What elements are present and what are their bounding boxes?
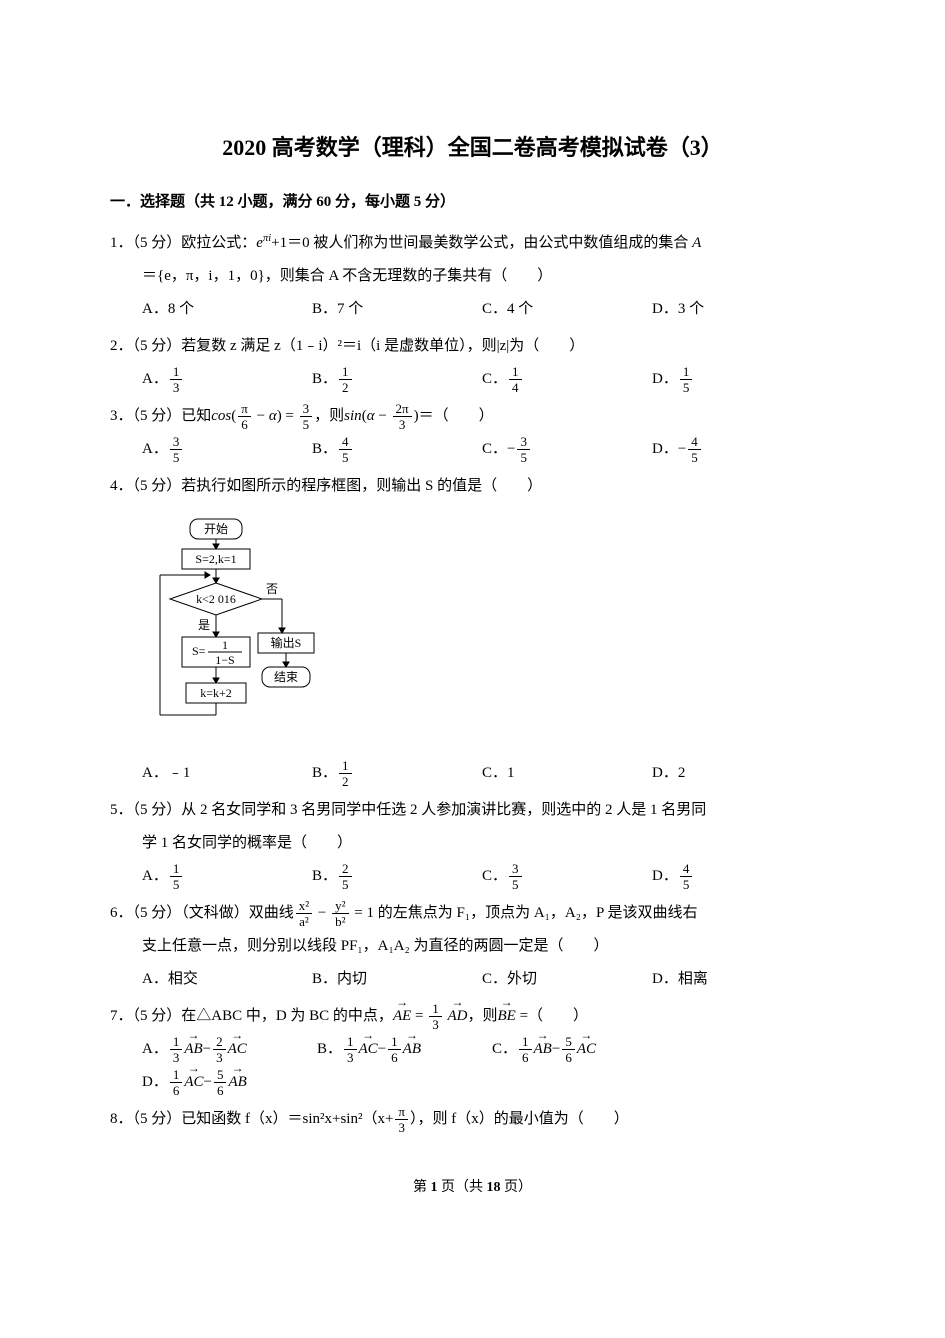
q8-stem: 8．（5 分）已知函数 f（x）＝sin²x+sin²（x+π3），则 f（x）… [110, 1103, 835, 1136]
flowchart-svg: 开始 S=2,k=1 k<2 016 是 [150, 515, 345, 745]
q6-stem-cont: 支上任意一点，则分别以线段 PF₁，A₁A₂ 为直径的两圆一定是（ ） [142, 930, 835, 963]
q2-option-b: B．12 [312, 363, 482, 396]
q3-option-a: A．35 [142, 433, 312, 466]
svg-text:结束: 结束 [274, 670, 298, 684]
q1-text-a: 1．（5 分）欧拉公式： [110, 235, 256, 251]
question-5: 5．（5 分）从 2 名女同学和 3 名男同学中任选 2 人参加演讲比赛，则选中… [110, 794, 835, 893]
svg-text:开始: 开始 [204, 522, 228, 536]
q4-option-a: A．﹣1 [142, 757, 312, 790]
q3-options: A．35 B．45 C．−35 D．−45 [142, 433, 835, 466]
q4-options: A．﹣1 B．12 C．1 D．2 [142, 757, 835, 790]
q4-stem: 4．（5 分）若执行如图所示的程序框图，则输出 S 的值是（ ） [110, 470, 835, 503]
q5-options: A．15 B．25 C．35 D．45 [142, 860, 835, 893]
flowchart-figure: 开始 S=2,k=1 k<2 016 是 [150, 515, 350, 745]
q1-option-d: D．3 个 [652, 293, 822, 326]
q5-stem: 5．（5 分）从 2 名女同学和 3 名男同学中任选 2 人参加演讲比赛，则选中… [110, 794, 835, 827]
q6-option-a: A．相交 [142, 963, 312, 996]
svg-text:S=2,k=1: S=2,k=1 [195, 552, 236, 566]
question-1: 1．（5 分）欧拉公式：eπi+1＝0 被人们称为世间最美数学公式，由公式中数值… [110, 227, 835, 326]
svg-text:S=: S= [192, 644, 206, 658]
q7-option-d: D．16 AC − 56 AB [142, 1066, 317, 1099]
q1-stem: 1．（5 分）欧拉公式：eπi+1＝0 被人们称为世间最美数学公式，由公式中数值… [110, 227, 835, 260]
q2-option-c: C．14 [482, 363, 652, 396]
page-footer: 第 1 页（共 18 页） [110, 1176, 835, 1196]
svg-text:1−S: 1−S [215, 653, 234, 667]
question-6: 6．（5 分）（文科做）双曲线x²a² − y²b² = 1 的左焦点为 F₁，… [110, 897, 835, 996]
q1-option-c: C．4 个 [482, 293, 652, 326]
q4-option-c: C．1 [482, 757, 652, 790]
question-4: 4．（5 分）若执行如图所示的程序框图，则输出 S 的值是（ ） 开始 S=2,… [110, 470, 835, 790]
q6-option-d: D．相离 [652, 963, 822, 996]
q7-option-c: C．16 AB − 56 AC [492, 1033, 667, 1066]
q1-stem-cont: ＝{e，π，i，1，0}，则集合 A 不含无理数的子集共有（ ） [142, 260, 835, 293]
q3-option-b: B．45 [312, 433, 482, 466]
q6-stem: 6．（5 分）（文科做）双曲线x²a² − y²b² = 1 的左焦点为 F₁，… [110, 897, 835, 930]
q3-option-d: D．−45 [652, 433, 822, 466]
question-3: 3．（5 分）已知cos(π6 − α) = 35，则sin(α − 2π3)＝… [110, 400, 835, 466]
q1-text-b: +1＝0 被人们称为世间最美数学公式，由公式中数值组成的集合 [271, 235, 692, 251]
q5-option-b: B．25 [312, 860, 482, 893]
q1-options: A．8 个 B．7 个 C．4 个 D．3 个 [142, 293, 835, 326]
q3-option-c: C．−35 [482, 433, 652, 466]
q7-options: A．13 AB − 23 AC B．13 AC − 16 AB C．16 AB … [142, 1033, 835, 1099]
q1-option-b: B．7 个 [312, 293, 482, 326]
svg-text:输出S: 输出S [271, 635, 302, 650]
q5-option-a: A．15 [142, 860, 312, 893]
q2-stem: 2．（5 分）若复数 z 满足 z（1﹣i）²＝i（i 是虚数单位），则|z|为… [110, 330, 835, 363]
q5-option-c: C．35 [482, 860, 652, 893]
q2-option-d: D．15 [652, 363, 822, 396]
q5-option-d: D．45 [652, 860, 822, 893]
svg-text:k=k+2: k=k+2 [200, 686, 232, 700]
q1-A: A [692, 235, 701, 251]
q5-stem-cont: 学 1 名女同学的概率是（ ） [142, 827, 835, 860]
svg-text:k<2 016: k<2 016 [196, 592, 236, 606]
svg-text:是: 是 [198, 618, 210, 632]
svg-text:1: 1 [222, 638, 228, 652]
q2-option-a: A．13 [142, 363, 312, 396]
q6-options: A．相交 B．内切 C．外切 D．相离 [142, 963, 835, 996]
q7-option-b: B．13 AC − 16 AB [317, 1033, 492, 1066]
q4-option-d: D．2 [652, 757, 822, 790]
question-7: 7．（5 分）在△ABC 中，D 为 BC 的中点，AE = 13 AD，则BE… [110, 1000, 835, 1099]
svg-text:否: 否 [266, 582, 278, 596]
q1-math: eπi [256, 235, 271, 251]
q7-stem: 7．（5 分）在△ABC 中，D 为 BC 的中点，AE = 13 AD，则BE… [110, 1000, 835, 1033]
q4-option-b: B．12 [312, 757, 482, 790]
q3-stem: 3．（5 分）已知cos(π6 − α) = 35，则sin(α − 2π3)＝… [110, 400, 835, 433]
q2-options: A．13 B．12 C．14 D．15 [142, 363, 835, 396]
page-container: 2020 高考数学（理科）全国二卷高考模拟试卷（3） 一．选择题（共 12 小题… [0, 0, 945, 1256]
exam-title: 2020 高考数学（理科）全国二卷高考模拟试卷（3） [110, 130, 835, 162]
section-heading: 一．选择题（共 12 小题，满分 60 分，每小题 5 分） [110, 190, 835, 211]
q1-option-a: A．8 个 [142, 293, 312, 326]
question-8: 8．（5 分）已知函数 f（x）＝sin²x+sin²（x+π3），则 f（x）… [110, 1103, 835, 1136]
question-2: 2．（5 分）若复数 z 满足 z（1﹣i）²＝i（i 是虚数单位），则|z|为… [110, 330, 835, 396]
